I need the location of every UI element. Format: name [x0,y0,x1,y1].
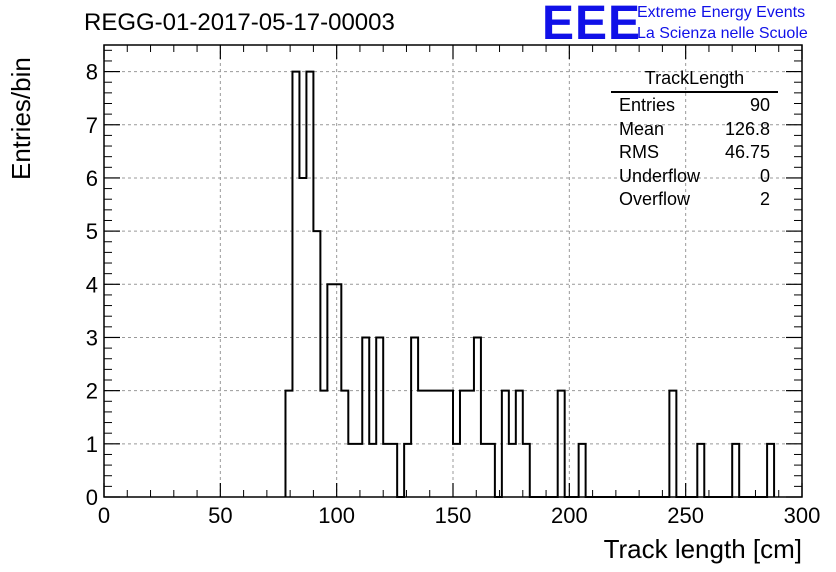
x-tick-label: 50 [208,503,232,528]
stats-row-mean: Mean 126.8 [611,119,778,143]
logo-line-1: Extreme Energy Events [637,4,806,21]
stats-row-rms: RMS 46.75 [611,142,778,166]
histogram-bin [509,444,516,497]
y-tick-label: 4 [86,272,98,297]
eee-logo: EEE [542,0,642,50]
x-axis: 0 50 100 150 200 250 300 [98,45,820,528]
stats-label: Entries [619,95,676,115]
stats-box-title: TrackLength [611,68,778,93]
x-tick-label: 0 [98,503,110,528]
stats-value: 126.8 [724,118,770,139]
histogram-bin [362,337,369,497]
histogram-bin [474,337,481,497]
stats-label: Mean [619,118,665,139]
y-tick-label: 5 [86,219,98,244]
x-tick-label: 100 [318,503,355,528]
x-tick-label: 300 [784,503,821,528]
y-tick-label: 2 [86,379,98,404]
stats-label: Underflow [619,165,701,186]
x-tick-label: 250 [667,503,704,528]
histogram-bin [579,444,586,497]
x-axis-label: Track length [cm] [603,534,802,564]
y-axis: 0 1 2 3 4 5 6 7 8 [86,49,802,510]
y-tick-label: 7 [86,113,98,138]
x-tick-label: 150 [435,503,472,528]
y-tick-label: 3 [86,325,98,350]
y-tick-label: 0 [86,485,98,510]
stats-row-underflow: Underflow 0 [611,166,778,190]
histogram-bin [767,444,774,497]
logo-line-2: La Scienza nelle Scuole [637,25,808,42]
y-tick-label: 1 [86,432,98,457]
stats-value: 0 [759,165,770,186]
chart-title: REGG-01-2017-05-17-00003 [84,9,395,36]
stats-label: RMS [619,142,659,162]
stats-box: TrackLength Entries 90 Mean 126.8 RMS 46… [611,68,778,213]
histogram-bin [488,444,495,497]
histogram-bin [453,444,460,497]
histogram-bin [523,444,530,497]
histogram-bin [355,444,362,497]
stats-row-entries: Entries 90 [611,95,778,119]
histogram-bin [481,444,488,497]
histogram-bin [404,444,411,497]
x-tick-label: 200 [551,503,588,528]
histogram-bin [348,444,355,497]
stats-value: 90 [749,95,770,115]
stats-label: Overflow [619,189,691,209]
stats-row-overflow: Overflow 2 [611,189,778,213]
histogram-bin [732,444,739,497]
histogram-bin [383,444,390,497]
stats-value: 2 [759,189,770,209]
y-axis-label: Entries/bin [6,57,36,180]
histogram-bin [697,444,704,497]
histogram-bin [411,337,418,497]
y-tick-label: 6 [86,166,98,191]
histogram-bin [369,444,376,497]
histogram-bin [376,337,383,497]
histogram-bin [390,444,397,497]
histogram-bin [313,231,320,497]
y-tick-label: 8 [86,60,98,85]
stats-value: 46.75 [724,142,770,162]
